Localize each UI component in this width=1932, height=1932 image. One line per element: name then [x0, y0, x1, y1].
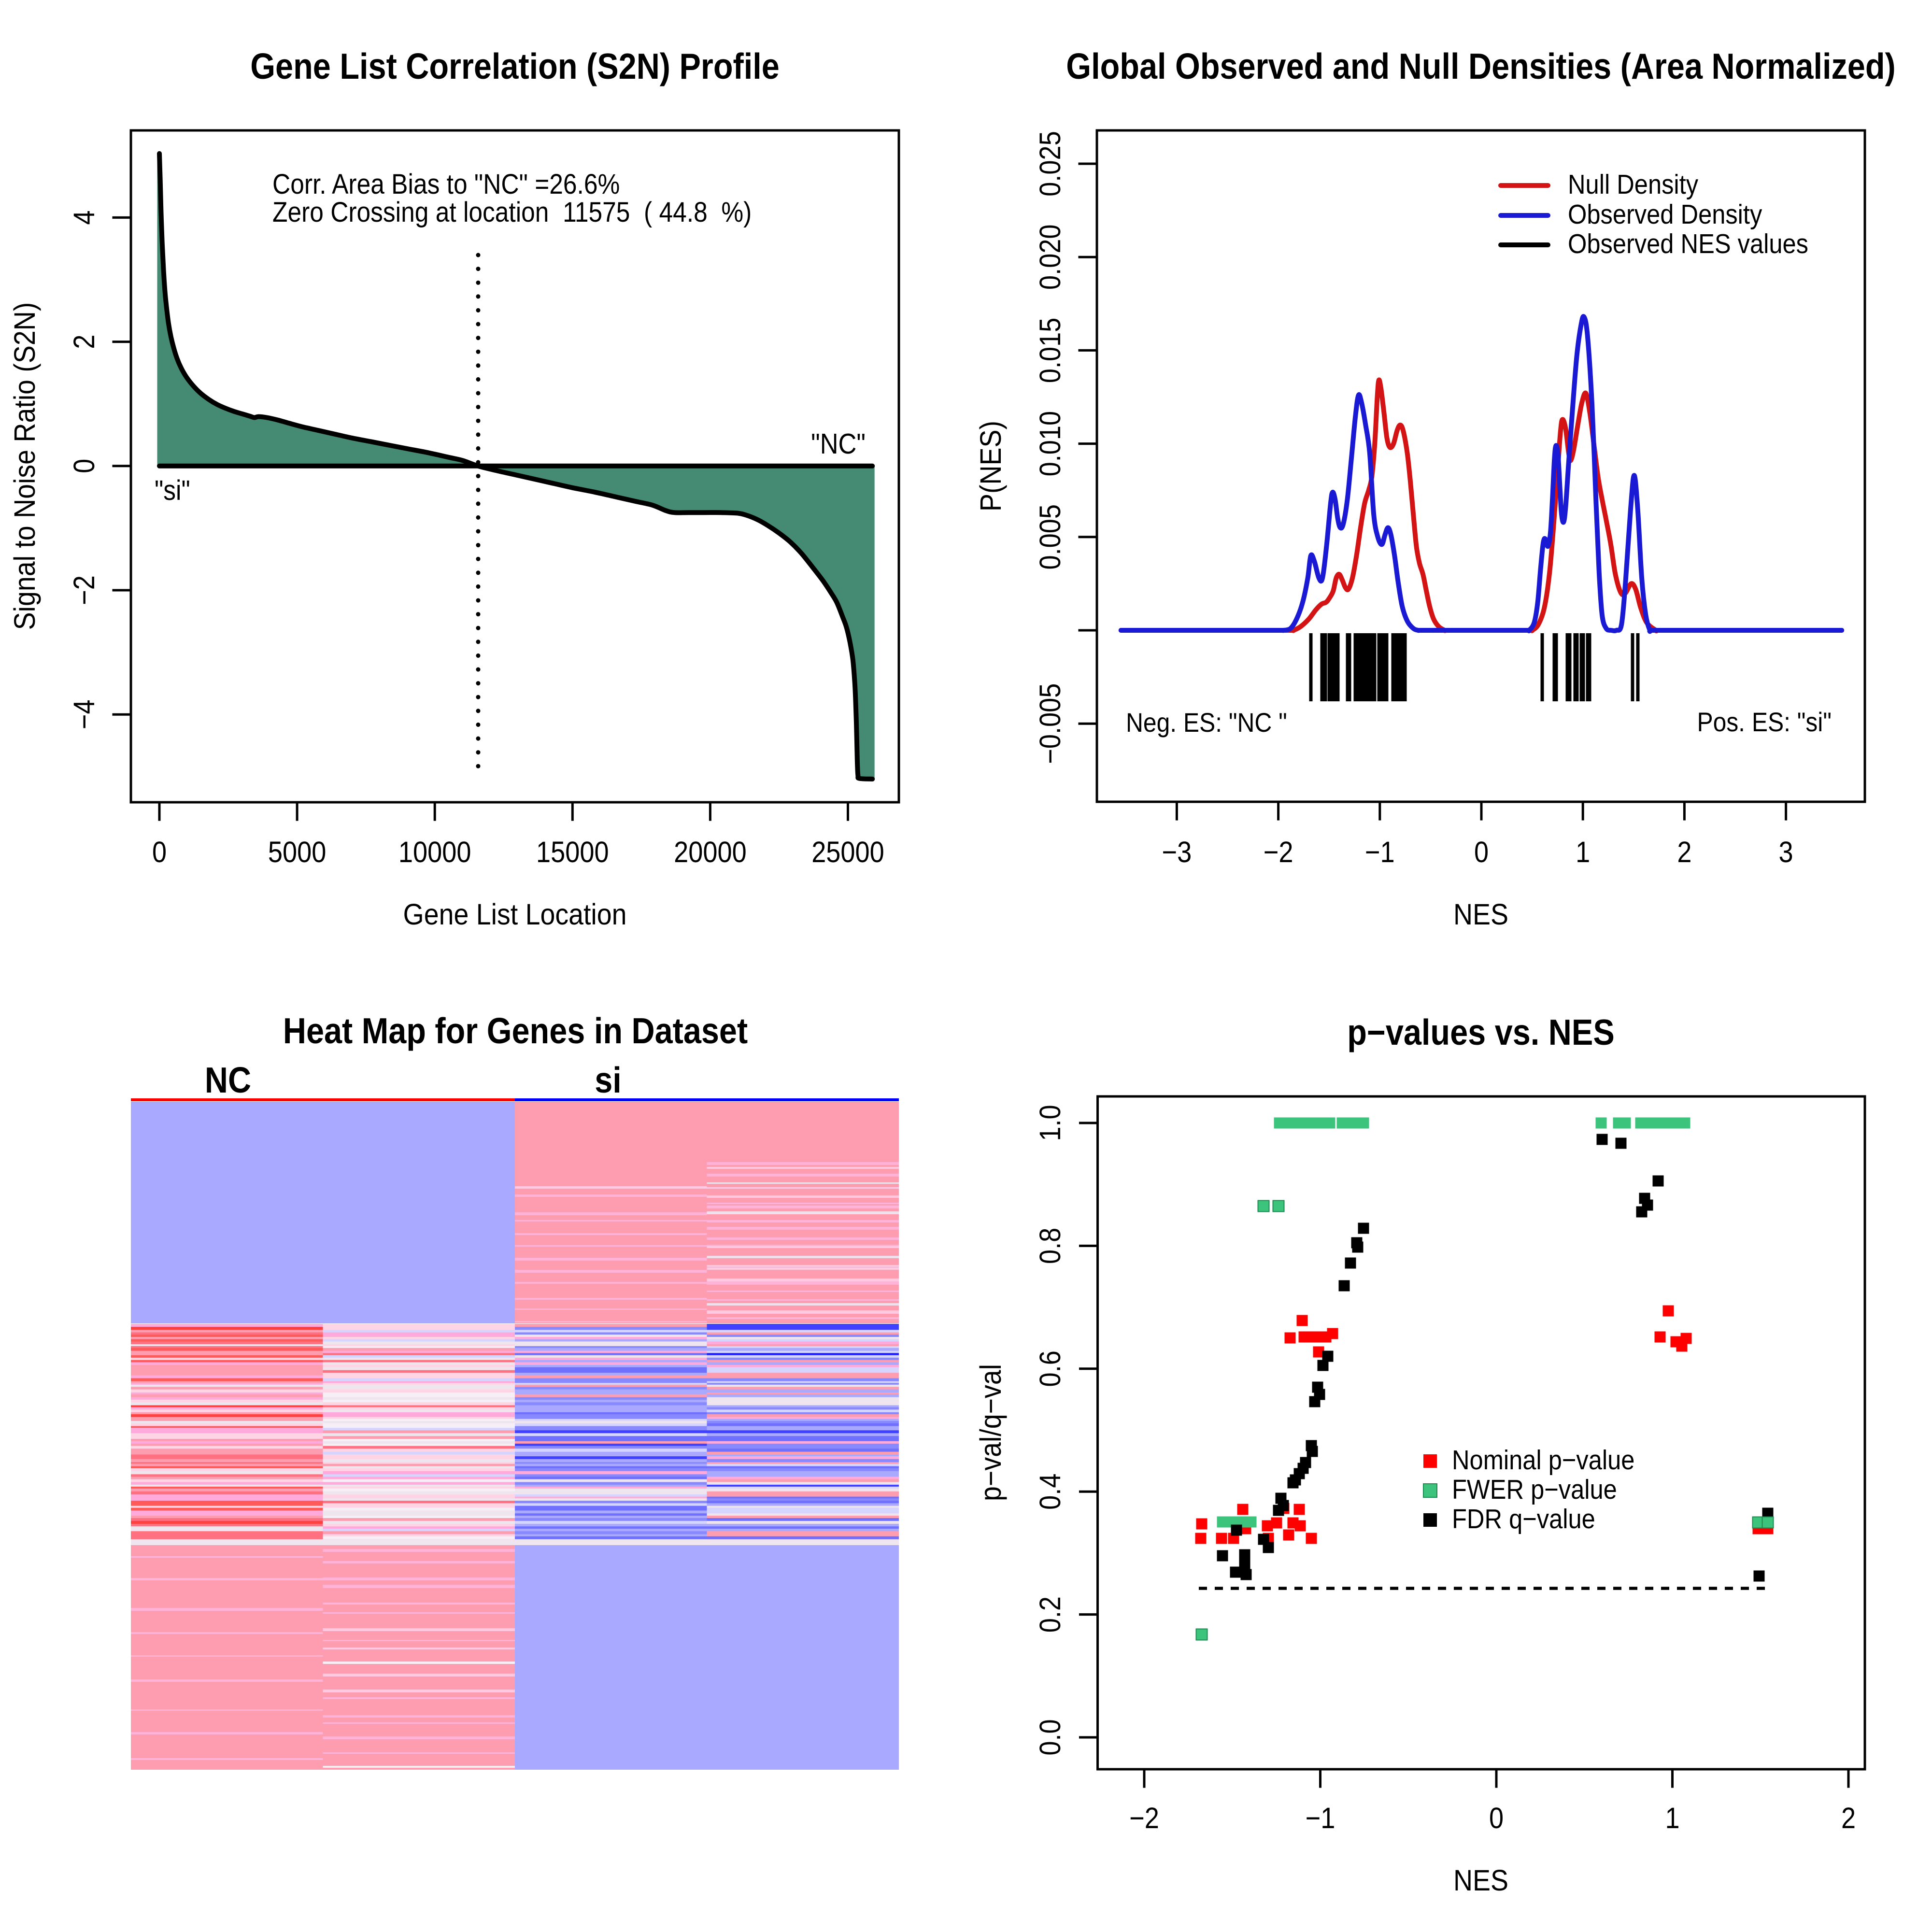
svg-text:0.015: 0.015 [1034, 318, 1066, 384]
svg-text:−0.005: −0.005 [1034, 683, 1066, 764]
svg-text:"si": "si" [155, 475, 190, 506]
svg-text:Observed Density: Observed Density [1568, 199, 1762, 230]
svg-text:NES: NES [1453, 898, 1508, 931]
svg-text:−2: −2 [1129, 1802, 1159, 1834]
svg-text:0.010: 0.010 [1034, 411, 1066, 477]
svg-text:Pos. ES: "si": Pos. ES: "si" [1697, 707, 1832, 737]
svg-text:Neg. ES: "NC ": Neg. ES: "NC " [1126, 707, 1287, 738]
svg-text:3: 3 [1779, 836, 1793, 868]
svg-text:4: 4 [68, 210, 100, 225]
svg-text:5000: 5000 [268, 836, 327, 868]
svg-text:−2: −2 [68, 575, 100, 605]
svg-text:15000: 15000 [536, 836, 609, 868]
svg-text:Signal to Noise Ratio (S2N): Signal to Noise Ratio (S2N) [8, 302, 41, 630]
svg-text:si: si [595, 1060, 622, 1100]
svg-text:−1: −1 [1365, 836, 1395, 868]
svg-text:2: 2 [1677, 836, 1691, 868]
svg-text:2: 2 [68, 335, 100, 349]
svg-text:0: 0 [152, 836, 167, 868]
svg-text:−2: −2 [1264, 836, 1293, 868]
svg-text:−4: −4 [68, 699, 100, 729]
svg-text:20000: 20000 [674, 836, 747, 868]
svg-text:0.025: 0.025 [1034, 131, 1066, 197]
svg-text:2: 2 [1841, 1802, 1856, 1834]
svg-text:10000: 10000 [398, 836, 471, 868]
svg-text:0: 0 [68, 459, 100, 473]
svg-text:25000: 25000 [811, 836, 884, 868]
svg-text:1.0: 1.0 [1034, 1105, 1066, 1141]
svg-text:"NC": "NC" [811, 428, 866, 460]
svg-text:p−val/q−val: p−val/q−val [974, 1364, 1007, 1501]
svg-text:Observed NES values: Observed NES values [1568, 228, 1808, 259]
svg-text:0: 0 [1474, 836, 1489, 868]
svg-text:0.2: 0.2 [1034, 1596, 1066, 1633]
svg-text:−3: −3 [1162, 836, 1192, 868]
svg-text:Corr. Area Bias to "NC" =26.6%: Corr. Area Bias to "NC" =26.6% [272, 169, 620, 200]
svg-text:0.6: 0.6 [1034, 1350, 1066, 1387]
svg-text:0.005: 0.005 [1034, 504, 1066, 570]
svg-text:0.0: 0.0 [1034, 1719, 1066, 1755]
svg-text:FWER p−value: FWER p−value [1452, 1474, 1617, 1505]
svg-text:Gene List Location: Gene List Location [403, 898, 627, 931]
svg-text:Gene List Correlation (S2N) Pr: Gene List Correlation (S2N) Profile [250, 46, 780, 86]
svg-text:1: 1 [1665, 1802, 1679, 1834]
svg-text:Global Observed and Null Densi: Global Observed and Null Densities (Area… [1066, 46, 1895, 86]
svg-text:0: 0 [1489, 1802, 1504, 1834]
svg-text:−1: −1 [1306, 1802, 1335, 1834]
svg-text:NES: NES [1453, 1864, 1508, 1897]
svg-text:Zero Crossing at location 115: Zero Crossing at location 11575 ( 44.8 %… [272, 197, 752, 228]
svg-text:P(NES): P(NES) [974, 421, 1007, 511]
svg-text:p−values vs. NES: p−values vs. NES [1347, 1012, 1615, 1052]
svg-text:NC: NC [205, 1060, 251, 1100]
svg-text:1: 1 [1576, 836, 1590, 868]
svg-text:FDR q−value: FDR q−value [1452, 1504, 1595, 1534]
svg-text:Null Density: Null Density [1568, 169, 1698, 200]
svg-text:Heat Map for Genes in Dataset: Heat Map for Genes in Dataset [283, 1010, 748, 1051]
svg-text:0.8: 0.8 [1034, 1228, 1066, 1264]
svg-text:Nominal p−value: Nominal p−value [1452, 1445, 1634, 1476]
svg-text:0.020: 0.020 [1034, 224, 1066, 290]
svg-text:0.4: 0.4 [1034, 1474, 1066, 1510]
